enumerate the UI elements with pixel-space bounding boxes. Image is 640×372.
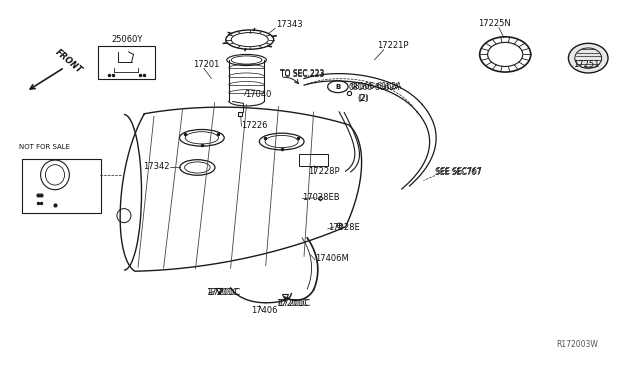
Text: 17201C: 17201C [278, 299, 311, 308]
Text: 17201C: 17201C [208, 288, 241, 296]
Text: 17406: 17406 [251, 306, 278, 315]
Text: SEE SEC767: SEE SEC767 [436, 167, 482, 176]
Text: 17040: 17040 [244, 90, 271, 99]
Text: NOT FOR SALE: NOT FOR SALE [19, 144, 70, 150]
Text: (2): (2) [358, 94, 369, 103]
Text: 17221P: 17221P [378, 41, 409, 50]
Text: TO SEC.223: TO SEC.223 [280, 70, 324, 78]
Text: 08166-6162A: 08166-6162A [350, 82, 401, 91]
Text: 17228P: 17228P [308, 167, 340, 176]
Text: 17226: 17226 [241, 121, 268, 130]
Text: 17343: 17343 [276, 20, 303, 29]
Text: 17028E: 17028E [328, 224, 360, 232]
Text: FRONT: FRONT [53, 47, 83, 75]
Text: 17342: 17342 [143, 161, 170, 171]
Ellipse shape [227, 54, 266, 65]
Text: 17225N: 17225N [477, 19, 511, 28]
Text: 17028EB: 17028EB [302, 193, 340, 202]
Text: 17201: 17201 [193, 60, 220, 69]
Text: R172003W: R172003W [556, 340, 598, 349]
Text: 17251: 17251 [573, 60, 600, 69]
Text: B: B [335, 84, 340, 90]
Text: 08166-6162A: 08166-6162A [349, 83, 400, 92]
Text: TO SEC.223: TO SEC.223 [280, 69, 324, 78]
Text: (2): (2) [357, 94, 368, 103]
Text: 25060Y: 25060Y [111, 35, 143, 44]
Text: 17406M: 17406M [315, 254, 349, 263]
Text: 17201C: 17201C [206, 288, 239, 297]
Text: 17201C: 17201C [276, 299, 309, 308]
Ellipse shape [568, 43, 608, 73]
Text: SEE SEC767: SEE SEC767 [435, 168, 481, 177]
